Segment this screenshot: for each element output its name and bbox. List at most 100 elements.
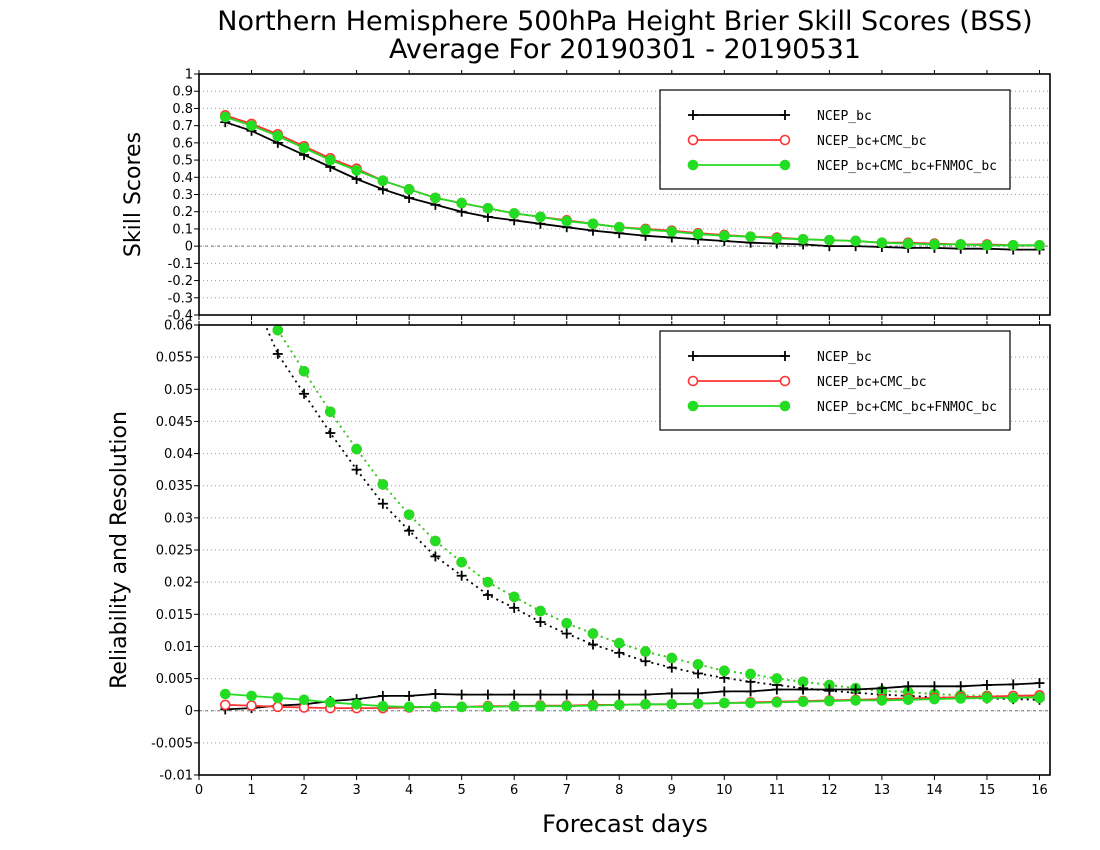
data-point [719,230,730,242]
x-tick-label: 0 [195,783,203,798]
data-point [587,700,599,711]
data-point [219,699,231,711]
legend-marker [779,134,791,146]
reliability-resolution-panel: -0.01 -0.005 0 0.005 0.01 0.015 0.02 0.025 0.03 0… [107,230,1051,798]
data-point [692,659,704,670]
legend-marker [779,375,791,387]
y-tick-label: 0.7 [172,119,193,134]
data-point [640,646,651,657]
data-point [719,686,730,697]
data-point [299,388,310,399]
y-tick-label: 1 [185,68,193,83]
x-tick-label: 2 [300,783,308,798]
legend-label: NCEP_bc+CMC_bc+FNMOC_bc [817,159,997,174]
data-point [272,692,284,704]
y-tick-label: 0.9 [172,85,193,100]
legend-label: NCEP_bc+CMC_bc+FNMOC_bc [817,400,997,415]
data-point [587,628,599,639]
data-point [535,700,546,712]
data-point [482,701,494,713]
data-point [613,699,625,711]
data-point [666,662,677,673]
data-point [219,688,231,700]
data-point [640,224,651,236]
data-point [745,686,756,697]
data-point [482,576,494,588]
y-tick-label: 0.025 [156,544,193,559]
data-point [666,226,678,237]
data-point [876,237,888,248]
data-point [220,230,230,240]
data-point [482,590,493,600]
data-point [640,689,651,700]
data-point [929,239,940,250]
data-point [693,668,704,679]
data-point [797,233,809,245]
data-point [613,221,625,233]
y-tick-label: 0.06 [164,319,193,334]
data-point [955,681,966,692]
data-point [824,684,835,695]
data-point [771,697,783,708]
data-point [430,551,441,562]
y-tick-label: 0.03 [164,511,193,526]
data-point [692,698,704,709]
data-point [535,605,546,617]
y-tick-label: 0.5 [172,154,193,169]
plot-area [219,110,1045,255]
data-point [1034,691,1045,703]
y-tick-label: -0.005 [151,736,193,751]
y-tick-label: 0.02 [164,576,193,591]
data-point [535,211,546,223]
legend-marker [688,351,698,361]
data-point [587,639,598,650]
data-point [403,701,415,713]
y-tick-label: 0.055 [156,351,193,366]
data-point [509,602,520,613]
data-point [798,684,809,695]
legend-marker [687,134,699,146]
data-point [377,690,388,701]
data-point [692,228,704,240]
data-point [981,680,992,690]
series-line-NCEP_bc+CMC_bc-reliability [225,694,1040,709]
legend: NCEP_bc NCEP_bc+CMC_bc NCEP_bc+CMC_bc+FNMO… [659,89,1011,190]
data-point [902,694,914,706]
data-point [351,698,362,710]
skill-score-panel: -0.4 -0.3 -0.2 -0.1 0 0.1 0.2 0.3 0.4 0.5 0.6 0.7 0.… [121,68,1051,324]
y-tick-label: 0.04 [164,447,193,462]
data-point [640,656,651,667]
legend-label: NCEP_bc [817,109,872,124]
legend-label: NCEP_bc+CMC_bc [817,375,927,390]
legend-marker [780,351,790,361]
data-point [771,673,783,684]
y-tick-label: 0.2 [172,205,193,220]
data-point [246,690,257,702]
data-point [535,617,546,627]
data-point [771,233,783,244]
data-point [430,689,441,699]
x-tick-label: 3 [352,783,360,798]
data-point [850,695,861,706]
data-point [1007,692,1019,704]
plot-frame [198,324,1051,776]
x-tick-label: 14 [926,783,943,798]
data-point [614,689,625,700]
data-point [1034,239,1045,251]
plot-frame [198,73,1051,316]
x-tick-label: 7 [563,783,571,798]
data-point [219,111,231,123]
legend: NCEP_bc NCEP_bc+CMC_bc NCEP_bc+CMC_bc+FNMO… [659,330,1011,431]
x-axis-label: Forecast days [542,810,708,838]
legend-marker [687,375,699,387]
legend-label: NCEP_bc [817,350,872,365]
data-point [377,700,389,712]
data-point [1007,239,1019,251]
legend-marker [779,400,791,412]
x-tick-label: 11 [769,783,786,798]
data-point [377,175,389,187]
data-point [719,697,730,709]
y-tick-label: 0 [185,240,193,255]
data-point [693,688,704,699]
legend-marker [687,159,699,171]
